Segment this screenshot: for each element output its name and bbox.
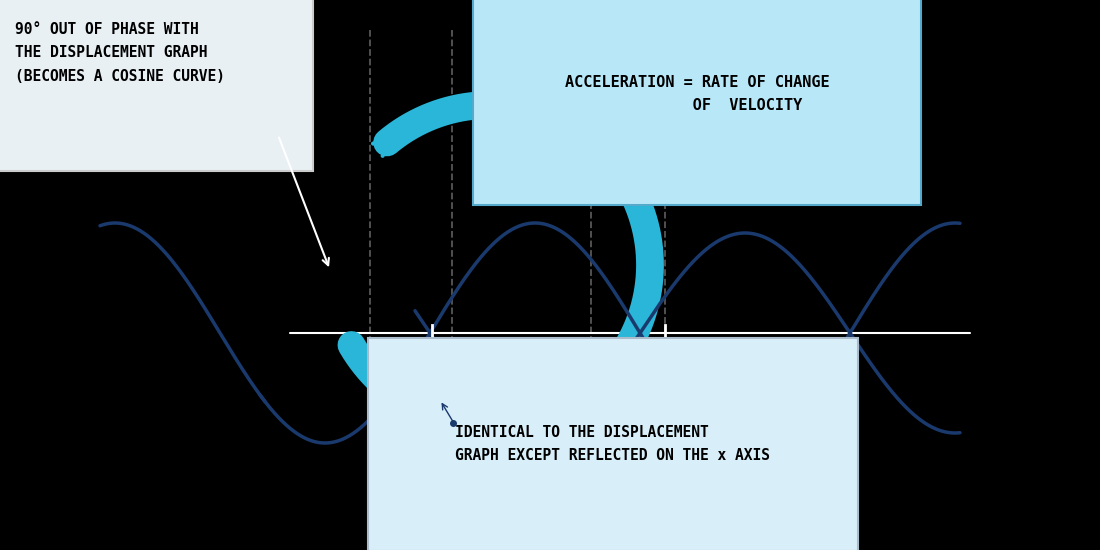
Text: 90° OUT OF PHASE WITH
THE DISPLACEMENT GRAPH
(BECOMES A COSINE CURVE): 90° OUT OF PHASE WITH THE DISPLACEMENT G… xyxy=(15,22,225,84)
Text: 0: 0 xyxy=(437,355,450,373)
Text: ACCELERATION = RATE OF CHANGE
              OF  VELOCITY: ACCELERATION = RATE OF CHANGE OF VELOCIT… xyxy=(565,75,829,113)
Text: IDENTICAL TO THE DISPLACEMENT
GRAPH EXCEPT REFLECTED ON THE x AXIS: IDENTICAL TO THE DISPLACEMENT GRAPH EXCE… xyxy=(455,425,770,464)
Text: 0.5: 0.5 xyxy=(668,355,700,373)
